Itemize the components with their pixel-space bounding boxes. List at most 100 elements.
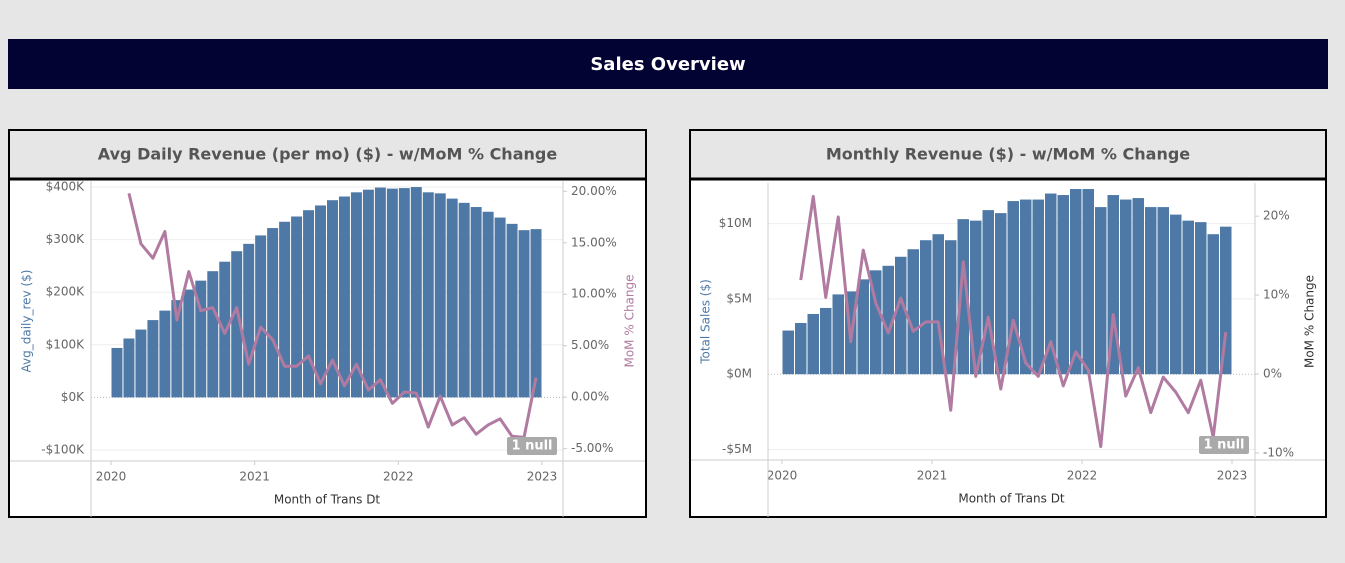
y-tick-label: -$5M (722, 442, 752, 456)
y2-tick-label: 20% (1263, 209, 1290, 223)
bar (882, 265, 894, 375)
bar (111, 347, 123, 398)
bar (1145, 207, 1157, 375)
bar (1020, 199, 1032, 375)
bar (446, 198, 458, 398)
y2-tick-label: 0.00% (571, 390, 609, 404)
x-axis-title: Month of Trans Dt (274, 493, 381, 507)
bar (362, 189, 374, 398)
bar (506, 223, 518, 398)
x-tick-label: 2023 (1217, 469, 1248, 483)
bar (147, 320, 159, 398)
y2-tick-label: 15.00% (571, 235, 617, 249)
bar (231, 251, 243, 398)
bar (1207, 234, 1219, 375)
bar (932, 234, 944, 375)
bar (1132, 198, 1144, 375)
y-tick-label: -$100K (41, 442, 85, 456)
bar (1032, 199, 1044, 375)
y-tick-label: $300K (46, 232, 86, 246)
x-tick-label: 2023 (527, 470, 558, 484)
bar (920, 240, 932, 375)
chart-title: Avg Daily Revenue (per mo) ($) - w/MoM %… (98, 145, 558, 164)
bar (1157, 207, 1169, 375)
bar (795, 323, 807, 375)
y-axis-title: Total Sales ($) (699, 279, 713, 365)
bar (518, 230, 530, 398)
bar (1082, 189, 1094, 375)
bar (123, 338, 135, 398)
bar (907, 249, 919, 375)
bar (1057, 195, 1069, 375)
bar (1107, 195, 1119, 375)
bar (530, 229, 542, 398)
bar (807, 313, 819, 375)
bar (207, 271, 219, 398)
bar (350, 192, 362, 398)
y-tick-label: $10M (719, 216, 752, 230)
bar (957, 219, 969, 375)
bar (398, 188, 410, 398)
y2-axis-title: MoM % Change (1303, 275, 1317, 368)
bar (895, 256, 907, 375)
bar (135, 329, 147, 398)
bar (303, 210, 315, 398)
y2-tick-label: -10% (1263, 445, 1294, 459)
x-tick-label: 2021 (917, 469, 948, 483)
y2-tick-label: 5.00% (571, 338, 609, 352)
chart-title: Monthly Revenue ($) - w/MoM % Change (826, 145, 1190, 164)
bar (458, 202, 470, 398)
bar (434, 193, 446, 398)
bar (374, 187, 386, 398)
y-tick-label: $200K (46, 285, 86, 299)
y2-tick-label: -5.00% (571, 441, 613, 455)
bar (945, 240, 957, 375)
bar (470, 207, 482, 398)
bar (171, 300, 183, 398)
x-tick-label: 2022 (1067, 469, 1098, 483)
bar (820, 307, 832, 375)
y2-tick-label: 10% (1263, 288, 1290, 302)
bar (1007, 201, 1019, 375)
y2-axis-title: MoM % Change (623, 274, 637, 367)
bar (410, 187, 422, 398)
bar (159, 310, 171, 398)
x-tick-label: 2022 (383, 470, 414, 484)
bar (386, 188, 398, 398)
bar (1182, 220, 1194, 375)
panel-title-bg (10, 131, 645, 178)
y-tick-label: $400K (46, 180, 86, 194)
x-tick-label: 2020 (96, 470, 127, 484)
bar (1220, 226, 1232, 375)
y-tick-label: $0K (61, 390, 85, 404)
y-tick-label: $0M (726, 367, 752, 381)
null-badge (507, 437, 557, 455)
bar (1045, 193, 1057, 375)
bar (1120, 199, 1132, 375)
bar (982, 210, 994, 375)
bar (857, 279, 869, 375)
bar (195, 280, 207, 398)
header-bar (8, 39, 1328, 89)
bar (255, 235, 267, 398)
bar (1170, 214, 1182, 375)
panel-title-bg (691, 131, 1325, 178)
bar (291, 216, 303, 398)
null-annotation: 1 null (512, 439, 553, 454)
bar (1070, 189, 1082, 375)
bar (832, 294, 844, 375)
line (799, 194, 1228, 449)
bar (243, 243, 255, 398)
y-axis-title: Avg_daily_rev ($) (20, 270, 34, 373)
null-annotation: 1 null (1204, 438, 1245, 453)
bar (494, 217, 506, 398)
dashboard-title: Sales Overview (590, 54, 745, 75)
bar (870, 270, 882, 375)
bar (1195, 222, 1207, 375)
x-tick-label: 2021 (239, 470, 270, 484)
bar (970, 220, 982, 375)
bar (183, 289, 195, 398)
bar (782, 330, 794, 375)
bar (315, 205, 326, 398)
